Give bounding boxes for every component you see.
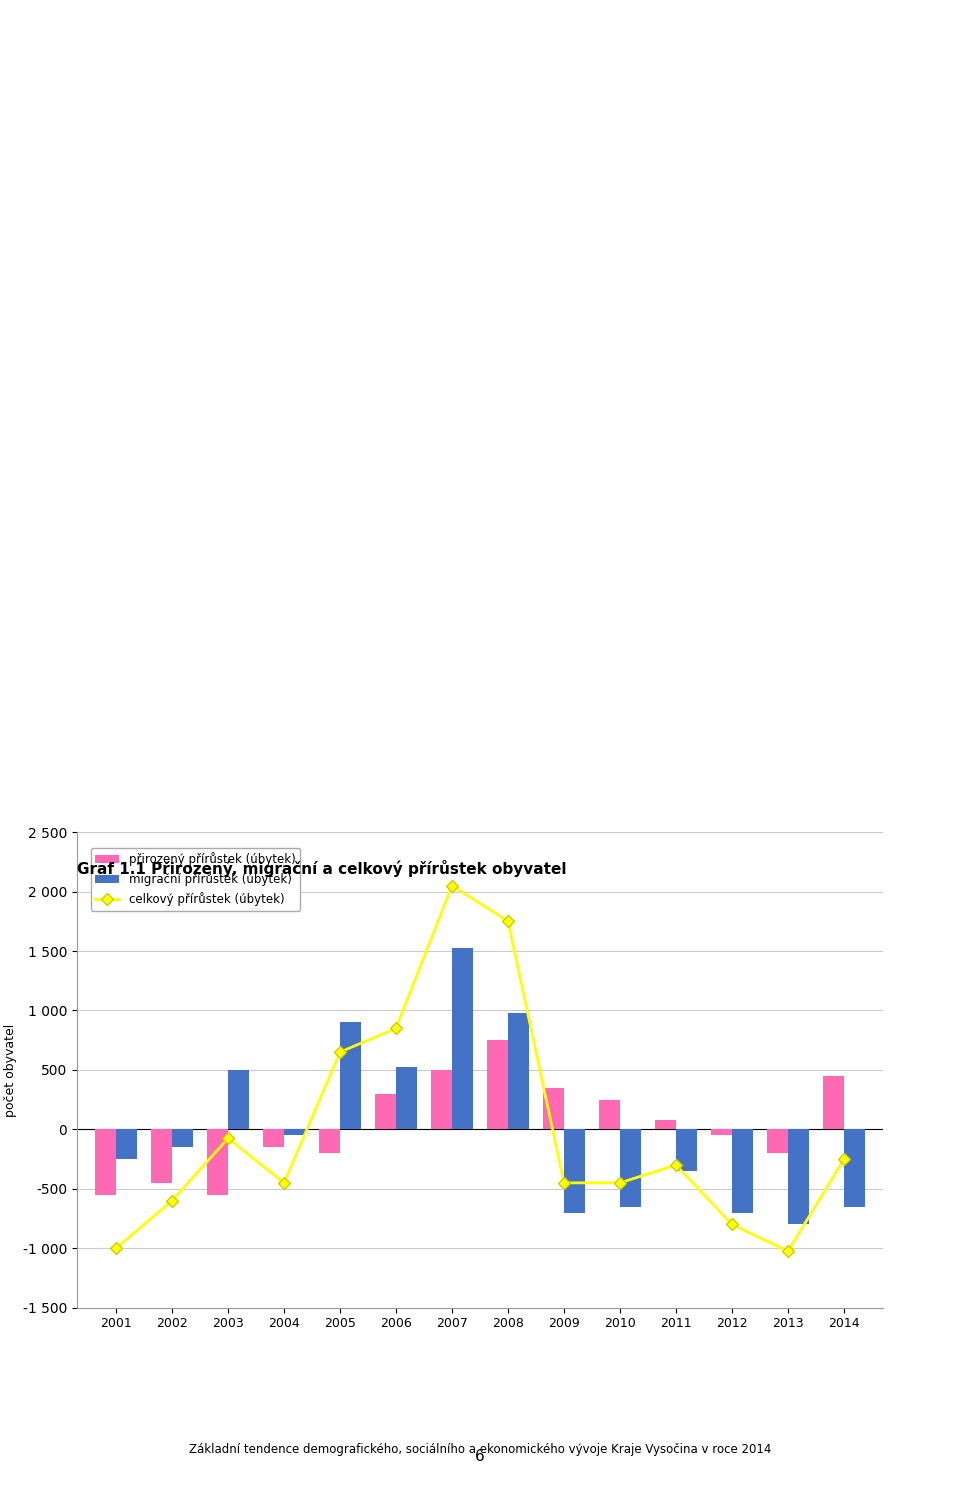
Text: Graf 1.1 Přirozený, migrační a celkový přírůstek obyvatel: Graf 1.1 Přirozený, migrační a celkový p…	[77, 860, 566, 877]
Bar	[431, 1070, 452, 1129]
Text: 6: 6	[475, 1449, 485, 1464]
Bar	[676, 1129, 697, 1171]
Bar	[374, 1094, 396, 1129]
Bar	[396, 1067, 418, 1129]
Text: Základní tendence demografického, sociálního a ekonomického vývoje Kraje Vysočin: Základní tendence demografického, sociál…	[189, 1443, 771, 1456]
Y-axis label: počet obyvatel: počet obyvatel	[4, 1024, 17, 1116]
Bar	[823, 1076, 844, 1129]
Bar	[228, 1070, 250, 1129]
Bar	[732, 1129, 754, 1213]
Bar	[710, 1129, 732, 1135]
Bar	[95, 1129, 116, 1195]
Bar	[116, 1129, 137, 1159]
Bar	[564, 1129, 586, 1213]
Bar	[263, 1129, 284, 1147]
Bar	[340, 1022, 361, 1129]
Bar	[655, 1120, 676, 1129]
Legend: přirozený přírůstek (úbytek), migrační přírůstek (úbytek), celkový přírůstek (úb: přirozený přírůstek (úbytek), migrační p…	[91, 847, 300, 911]
Bar	[172, 1129, 193, 1147]
Bar	[599, 1100, 620, 1129]
Bar	[767, 1129, 788, 1153]
Bar	[620, 1129, 641, 1207]
Bar	[151, 1129, 172, 1183]
Bar	[542, 1088, 564, 1129]
Bar	[284, 1129, 305, 1135]
Bar	[319, 1129, 340, 1153]
Bar	[206, 1129, 228, 1195]
Bar	[788, 1129, 809, 1224]
Bar	[844, 1129, 865, 1207]
Bar	[487, 1040, 508, 1129]
Bar	[452, 948, 473, 1129]
Bar	[508, 1013, 529, 1129]
